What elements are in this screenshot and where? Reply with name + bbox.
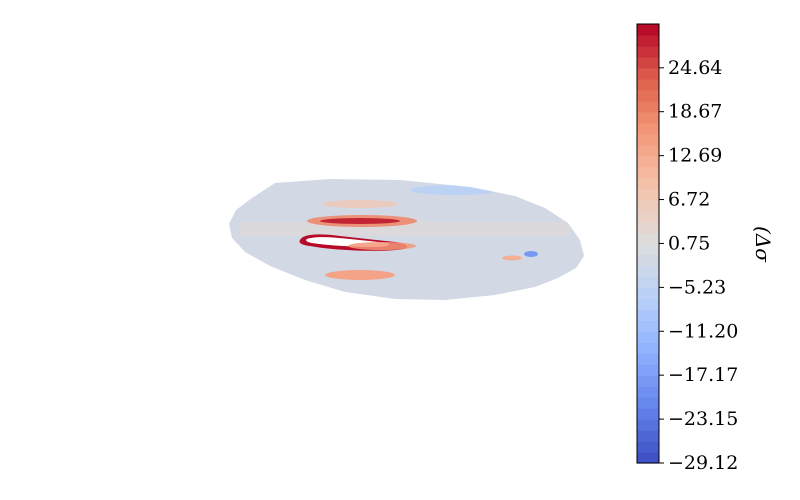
colorbar-tick-label: −11.20 [668,320,738,342]
blue-spot [524,251,538,257]
colorbar-band [637,254,659,267]
colorbar-band [637,210,659,223]
colorbar-band [637,342,659,354]
colorbar-tick-label: −29.12 [668,452,738,474]
colorbar-label: (Δσ [751,226,775,263]
colorbar-tick-label: −5.23 [668,276,726,298]
colorbar-tick-label: 18.67 [668,101,722,123]
lower-stripe [325,270,395,280]
colorbar-band [637,287,659,299]
colorbar-band [637,89,659,102]
colorbar-band [637,375,659,387]
background-tint [240,222,570,236]
colorbar-band [637,276,659,288]
colorbar-band [637,166,659,179]
colorbar-band [637,199,659,212]
colorbar-band [637,144,659,157]
colorbar-band [637,100,659,113]
colorbar-band [637,67,659,80]
colorbar-bands [637,24,659,464]
upper-stripe-core [320,218,400,224]
colorbar-band [637,298,659,310]
colorbar-band [637,265,659,278]
colorbar-ticks: 24.64 18.67 12.69 6.72 0.75 −5.23 −11.20 −17.17… [659,57,738,474]
orange-spot [502,255,522,261]
contour-plot [229,179,584,300]
colorbar-tick-label: 12.69 [668,145,722,167]
colorbar-band [637,243,659,256]
colorbar-band [637,353,659,365]
colorbar-band [637,452,659,464]
colorbar-band [637,133,659,146]
colorbar-tick-label: −23.15 [668,408,738,430]
top-faint-stripe [322,200,398,208]
colorbar-band [637,441,659,453]
middle-stripe [348,242,416,250]
light-blue-patch [410,185,500,195]
colorbar-band [637,221,659,234]
colorbar-band [637,397,659,409]
colorbar-band [637,45,659,58]
colorbar-band [637,309,659,321]
colorbar-band [637,331,659,343]
colorbar-band [637,34,659,47]
colorbar-band [637,24,659,36]
colorbar-tick-label: 0.75 [668,232,710,254]
colorbar-band [637,177,659,190]
colorbar-band [637,188,659,201]
colorbar-band [637,320,659,332]
colorbar-band [637,155,659,168]
colorbar-tick-label: 6.72 [668,189,710,211]
colorbar-band [637,419,659,431]
colorbar-tick-label: −17.17 [668,364,738,386]
colorbar-band [637,232,659,245]
colorbar: 24.64 18.67 12.69 6.72 0.75 −5.23 −11.20 −17.17… [636,23,775,474]
colorbar-band [637,78,659,91]
colorbar-band [637,122,659,135]
colorbar-band [637,430,659,442]
colorbar-band [637,56,659,69]
colorbar-band [637,386,659,398]
colorbar-band [637,364,659,376]
stress-field-domain [229,179,584,300]
colorbar-band [637,111,659,124]
colorbar-tick-label: 24.64 [668,57,722,79]
colorbar-band [637,408,659,420]
